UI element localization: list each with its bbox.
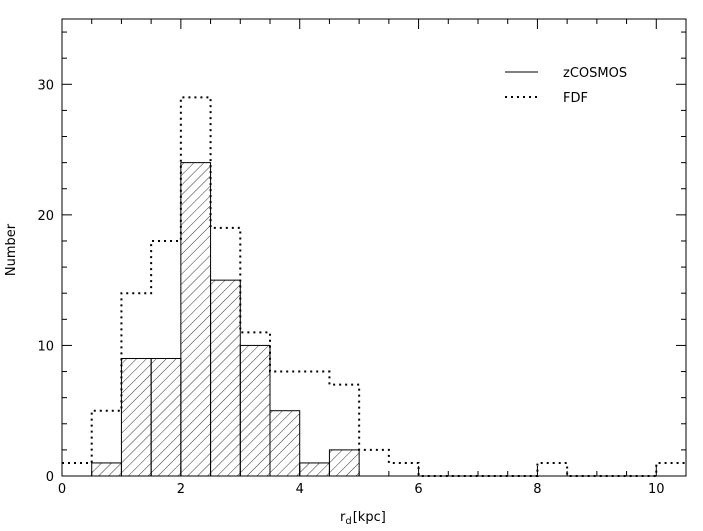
legend-zcosmos-label: zCOSMOS bbox=[563, 66, 627, 81]
x-axis-title: rd[kpc] bbox=[340, 510, 386, 527]
zcosmos-bar bbox=[239, 344, 271, 477]
zcosmos-bar bbox=[180, 162, 212, 477]
zcosmos-bar bbox=[328, 449, 360, 477]
legend-fdf-label: FDF bbox=[563, 91, 588, 106]
zcosmos-bar bbox=[269, 410, 301, 477]
y-axis-title: Number bbox=[4, 223, 19, 276]
plot-frame bbox=[61, 18, 687, 477]
y-tick-label: 30 bbox=[37, 78, 54, 93]
x-tick-label: 8 bbox=[533, 482, 541, 497]
legend: zCOSMOS FDF bbox=[505, 66, 627, 106]
zcosmos-bar bbox=[299, 462, 330, 477]
zcosmos-bars bbox=[91, 162, 360, 477]
axis-ticks bbox=[61, 19, 687, 477]
zcosmos-bar bbox=[91, 462, 122, 477]
x-tick-label: 2 bbox=[177, 482, 185, 497]
zcosmos-bar bbox=[120, 357, 152, 477]
y-tick-label: 0 bbox=[46, 470, 54, 485]
x-tick-label: 0 bbox=[58, 482, 66, 497]
y-tick-label: 10 bbox=[37, 339, 54, 354]
x-tick-label: 6 bbox=[414, 482, 422, 497]
zcosmos-bar bbox=[210, 279, 241, 477]
x-tick-label: 10 bbox=[648, 482, 665, 497]
tick-labels: 0 2 4 6 8 10 0 10 20 30 bbox=[37, 78, 664, 497]
zcosmos-bar bbox=[150, 357, 182, 477]
y-tick-label: 20 bbox=[37, 209, 54, 224]
x-tick-label: 4 bbox=[296, 482, 304, 497]
